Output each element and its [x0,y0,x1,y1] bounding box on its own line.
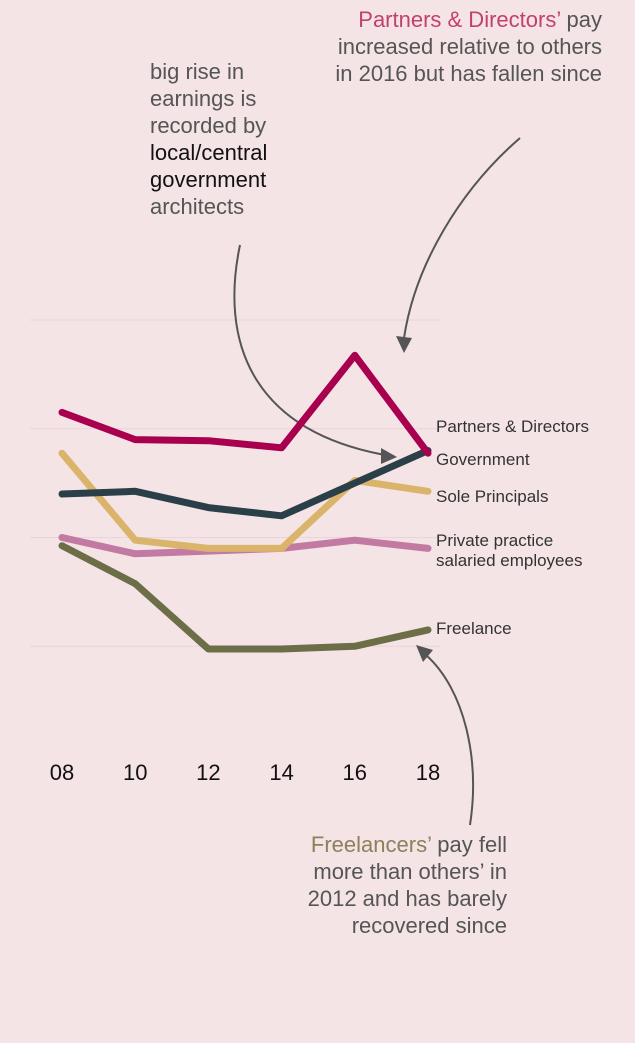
series-line-sole-principals [58,449,432,552]
arrow-government [233,244,386,456]
annotation-freelance-highlight: Freelancers’ [310,832,432,857]
x-tick-label: 10 [123,760,147,785]
arrow-partners [403,137,521,339]
series-label-government: Government [436,450,530,469]
x-tick-label: 08 [50,760,74,785]
annotation-government: big rise in earnings is recorded by loca… [150,58,320,220]
annotation-freelance-rest: pay fell more than others’ in 2012 and h… [307,832,507,938]
annotation-freelance: Freelancers’ pay fell more than others’ … [306,831,507,939]
series-line-partners-directors [58,351,432,457]
series-line-government [58,447,432,520]
annotation-partners: Partners & Directors’ pay increased rela… [330,6,602,87]
annotation-arrows [233,137,521,826]
series-label-partners-directors: Partners & Directors [436,417,589,436]
x-tick-label: 14 [269,760,293,785]
annotation-government-tail: architects [150,194,245,219]
series-label-sole-principals: Sole Principals [436,487,548,506]
arrowhead-partners [396,336,412,353]
annotation-government-lead: big rise in earnings is recorded by [150,59,267,138]
x-tick-label: 16 [343,760,367,785]
x-axis-ticks: 08 10 12 14 16 18 [50,760,440,785]
series-labels: Partners & Directors Government Sole Princ… [436,417,589,638]
annotation-government-highlight: local/central government [150,140,268,192]
arrowhead-freelance [416,645,433,662]
arrowhead-government [381,448,397,464]
series-label-private-practice-salaried-employees: Private practice salaried employees [436,531,582,570]
x-tick-label: 12 [196,760,220,785]
series-label-freelance: Freelance [436,619,512,638]
arrow-freelance [425,654,474,826]
annotation-partners-rest: pay increased relative to others in 2016… [335,7,602,86]
series-lines [58,351,432,653]
series-line-freelance [58,542,432,653]
annotation-partners-highlight: Partners & Directors’ [358,7,561,32]
x-tick-label: 18 [416,760,440,785]
